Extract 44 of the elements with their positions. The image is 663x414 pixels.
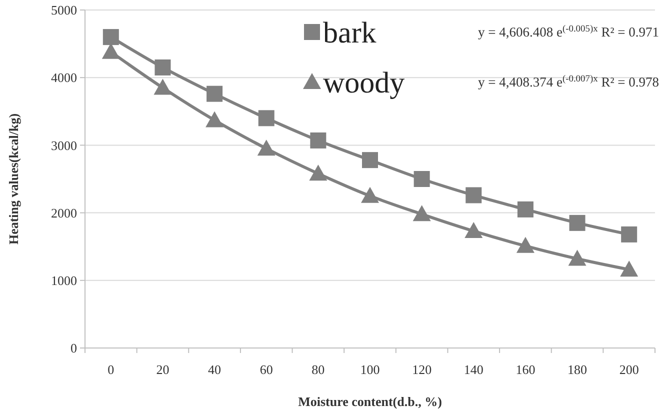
point <box>466 187 482 204</box>
x-tick-label: 140 <box>464 362 484 377</box>
point <box>310 132 326 148</box>
x-tick-label: 180 <box>568 362 588 377</box>
x-tick-label: 80 <box>312 362 325 377</box>
x-tick-label: 160 <box>516 362 536 377</box>
point <box>206 86 223 102</box>
point <box>362 152 378 168</box>
point <box>257 140 276 156</box>
point <box>258 110 274 126</box>
point <box>154 78 172 95</box>
y-tick-label: 5000 <box>51 2 77 18</box>
legend-label: bark <box>323 16 376 50</box>
point <box>154 59 171 76</box>
point <box>621 226 638 242</box>
point <box>102 29 119 46</box>
x-tick-label: 0 <box>108 362 114 377</box>
x-tick-label: 120 <box>412 362 432 377</box>
point <box>568 250 586 266</box>
point <box>620 260 638 277</box>
point <box>412 205 431 222</box>
y-tick-label: 3000 <box>51 138 77 153</box>
point <box>464 222 483 238</box>
point <box>414 171 430 187</box>
y-tick-label: 1000 <box>51 272 77 288</box>
legend-label: woody <box>323 66 405 100</box>
annotation: y = 4,606.408 e$^{(-0.005)x}$ R² = 0.971 <box>478 24 659 40</box>
x-tick-label: 60 <box>260 362 273 377</box>
y-axis-title: Heating values(kcal/kg) <box>6 113 21 245</box>
x-tick-label: 200 <box>619 362 639 377</box>
point <box>206 111 224 128</box>
annotation: y = 4,408.374 e$^{(-0.007)x}$ R² = 0.978 <box>478 74 660 90</box>
point <box>309 164 328 181</box>
x-tick-label: 20 <box>156 362 170 377</box>
x-axis-title: Moisture content(d.b., %) <box>298 394 442 409</box>
point <box>516 236 534 253</box>
point <box>517 201 534 218</box>
y-tick-label: 0 <box>70 340 77 356</box>
x-tick-label: 40 <box>208 362 222 377</box>
y-tick-label: 4000 <box>51 70 77 86</box>
x-tick-label: 100 <box>360 362 380 377</box>
point <box>569 214 586 231</box>
y-tick-label: 2000 <box>51 205 77 220</box>
point <box>361 186 379 203</box>
